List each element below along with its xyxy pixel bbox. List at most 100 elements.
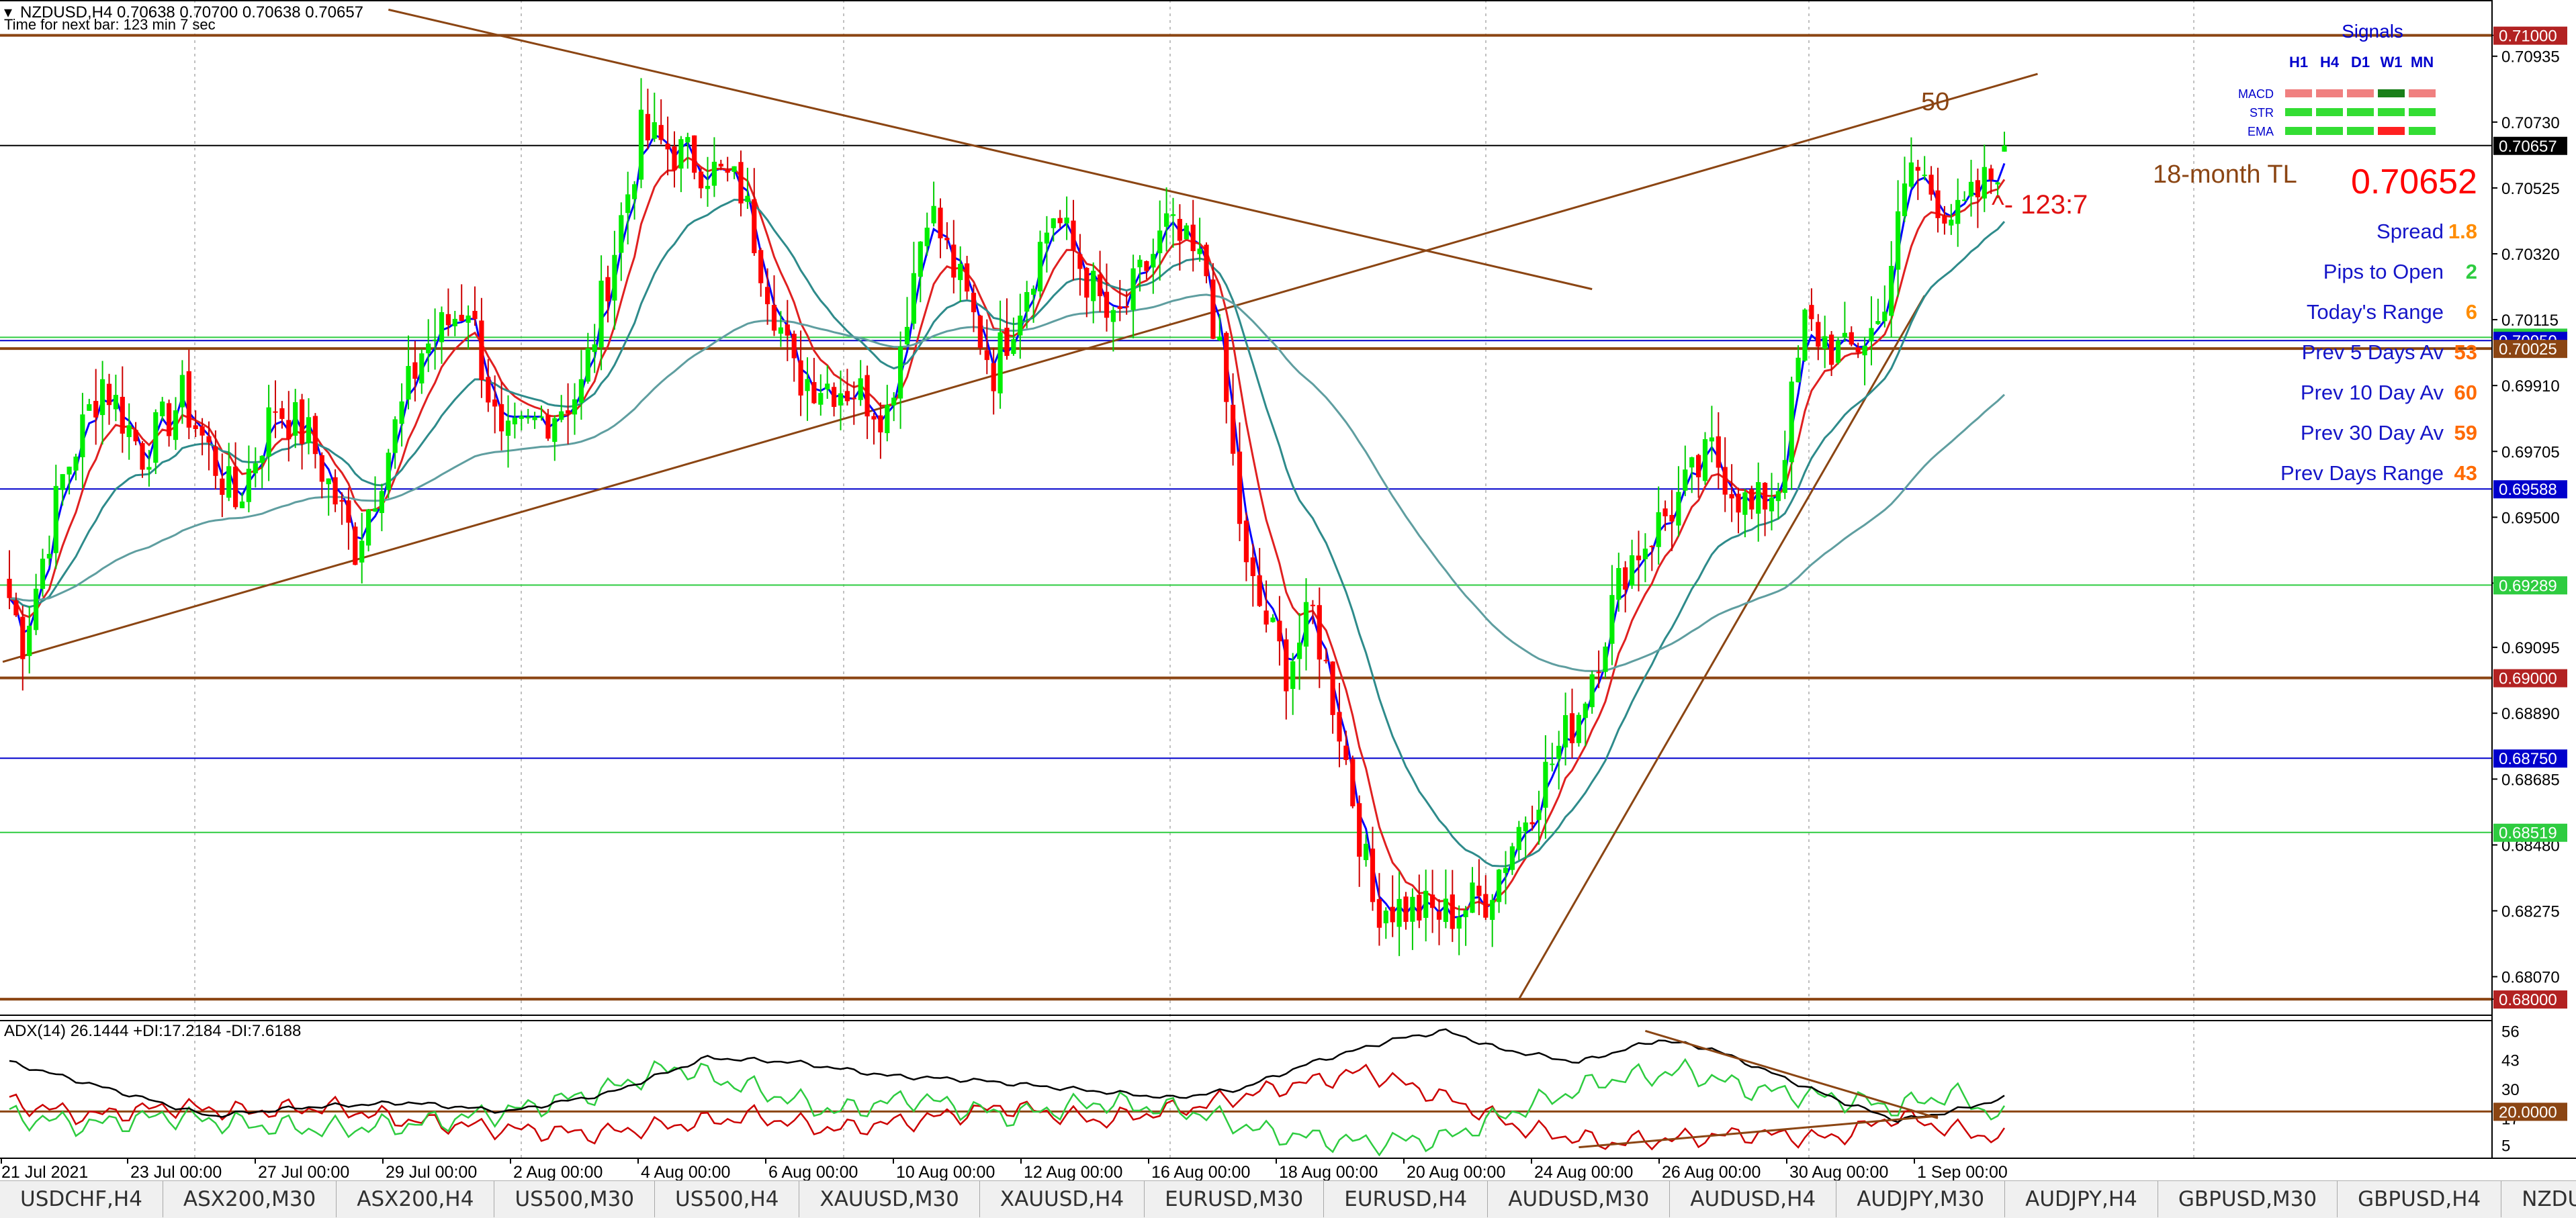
candle-body xyxy=(1157,230,1163,254)
y-tick-label: 0.70525 xyxy=(2501,180,2560,198)
candle xyxy=(1237,422,1243,541)
candle-body xyxy=(585,348,590,382)
candle-body xyxy=(1190,224,1196,252)
chart-tab-audusd-m30[interactable]: AUDUSD,M30 xyxy=(1488,1181,1671,1217)
candle xyxy=(539,405,544,421)
candle xyxy=(1716,412,1721,489)
candle xyxy=(1031,285,1036,323)
candle xyxy=(319,452,324,499)
candle-body xyxy=(1456,917,1462,929)
candle-body xyxy=(864,375,870,417)
candle-body xyxy=(233,466,238,508)
chart-tab-xauusd-m30[interactable]: XAUUSD,M30 xyxy=(799,1181,980,1217)
chart-tab-audjpy-h4[interactable]: AUDJPY,H4 xyxy=(2005,1181,2158,1217)
chart-tab-eurusd-h4[interactable]: EURUSD,H4 xyxy=(1324,1181,1489,1217)
collapse-arrow-icon[interactable]: ▾ xyxy=(4,3,12,21)
adx-trendline[interactable] xyxy=(1644,1029,1939,1119)
candle-body xyxy=(1683,469,1688,491)
signals-panel: Signals H1 H4 D1 W1 MN MACD STR EMA xyxy=(2238,21,2436,138)
candle xyxy=(179,360,185,424)
candle-body xyxy=(1024,292,1030,312)
candle xyxy=(1802,308,1808,362)
candle xyxy=(1869,296,1874,366)
candle-body xyxy=(632,184,637,199)
chart-tab-nzdusd-m30[interactable]: NZDUSD,M30 xyxy=(2501,1181,2576,1217)
candle-body xyxy=(711,161,717,186)
candle xyxy=(239,492,245,508)
candle xyxy=(100,361,105,444)
chart-tab-audjpy-m30[interactable]: AUDJPY,M30 xyxy=(1836,1181,2006,1217)
candle xyxy=(433,308,438,370)
chart-canvas[interactable]: 56433017520.0000 0.710000.709350.707300.… xyxy=(0,0,2576,1180)
candle xyxy=(1396,871,1402,956)
candle xyxy=(87,398,92,412)
chart-tab-asx200-h4[interactable]: ASX200,H4 xyxy=(337,1181,495,1217)
candle xyxy=(1756,462,1761,542)
candle-body xyxy=(1330,661,1335,715)
candle xyxy=(140,441,145,478)
candle-body xyxy=(1323,659,1329,661)
candle-body xyxy=(1104,291,1110,318)
chart-tab-usdchf-h4[interactable]: USDCHF,H4 xyxy=(0,1181,163,1217)
candle xyxy=(259,455,265,488)
candle-body xyxy=(1922,175,1927,177)
trendline-1[interactable] xyxy=(388,8,1593,291)
candle xyxy=(1130,254,1136,338)
candle-body xyxy=(1450,894,1455,929)
candle xyxy=(1949,203,1954,235)
chart-tab-us500-h4[interactable]: US500,H4 xyxy=(655,1181,800,1217)
candle-body xyxy=(938,207,943,238)
bar-timer: Time for next bar: 123 min 7 sec xyxy=(4,16,216,33)
candle xyxy=(499,382,504,451)
candle xyxy=(1988,165,1994,194)
candle xyxy=(1044,216,1049,273)
candle xyxy=(93,369,99,445)
chart-tab-eurusd-m30[interactable]: EURUSD,M30 xyxy=(1145,1181,1325,1217)
candle xyxy=(113,374,118,422)
candle xyxy=(1303,578,1309,671)
candle-body xyxy=(1350,759,1356,806)
adx-trendline-lower[interactable] xyxy=(1579,1115,1939,1149)
candle xyxy=(1630,539,1635,590)
candle-body xyxy=(332,477,338,505)
candle xyxy=(598,255,604,371)
chart-tab-asx200-m30[interactable]: ASX200,M30 xyxy=(163,1181,337,1217)
candle-body xyxy=(811,382,817,404)
candle-body xyxy=(346,500,351,523)
candle-body xyxy=(924,228,930,246)
candle-body xyxy=(1270,617,1276,622)
candle xyxy=(1243,512,1249,581)
candle xyxy=(771,275,777,336)
candle-body xyxy=(692,135,697,173)
candle xyxy=(798,330,803,416)
candle xyxy=(193,410,198,437)
candle-body xyxy=(858,378,863,400)
chart-tab-us500-m30[interactable]: US500,M30 xyxy=(494,1181,656,1217)
chart-tab-gbpusd-h4[interactable]: GBPUSD,H4 xyxy=(2338,1181,2502,1217)
candle xyxy=(1157,200,1163,281)
candle xyxy=(279,401,285,429)
candle xyxy=(492,375,498,434)
trendline-2[interactable] xyxy=(1518,295,1926,1000)
level-price-label: 0.68750 xyxy=(2499,750,2557,768)
timer-annotation: ^- 123:7 xyxy=(1992,190,2088,220)
candle-body xyxy=(1217,336,1223,340)
candle xyxy=(1709,406,1714,463)
candle-body xyxy=(2002,145,2007,152)
chart-tab-gbpusd-m30[interactable]: GBPUSD,M30 xyxy=(2158,1181,2338,1217)
candle xyxy=(1164,187,1169,252)
candle-body xyxy=(1137,259,1143,268)
candle-body xyxy=(452,318,457,326)
candle xyxy=(472,286,478,326)
candle xyxy=(266,385,271,481)
candle-body xyxy=(572,399,578,415)
chart-tab-audusd-h4[interactable]: AUDUSD,H4 xyxy=(1670,1181,1837,1217)
candle xyxy=(1763,481,1768,536)
candle xyxy=(525,409,531,424)
trendline-0[interactable] xyxy=(2,73,2038,663)
candle-body xyxy=(1483,894,1489,918)
y-tick-label: 0.69095 xyxy=(2501,639,2560,657)
candle-body xyxy=(1842,332,1847,337)
chart-tab-xauusd-h4[interactable]: XAUUSD,H4 xyxy=(980,1181,1145,1217)
minus-di-line xyxy=(9,1064,2006,1151)
